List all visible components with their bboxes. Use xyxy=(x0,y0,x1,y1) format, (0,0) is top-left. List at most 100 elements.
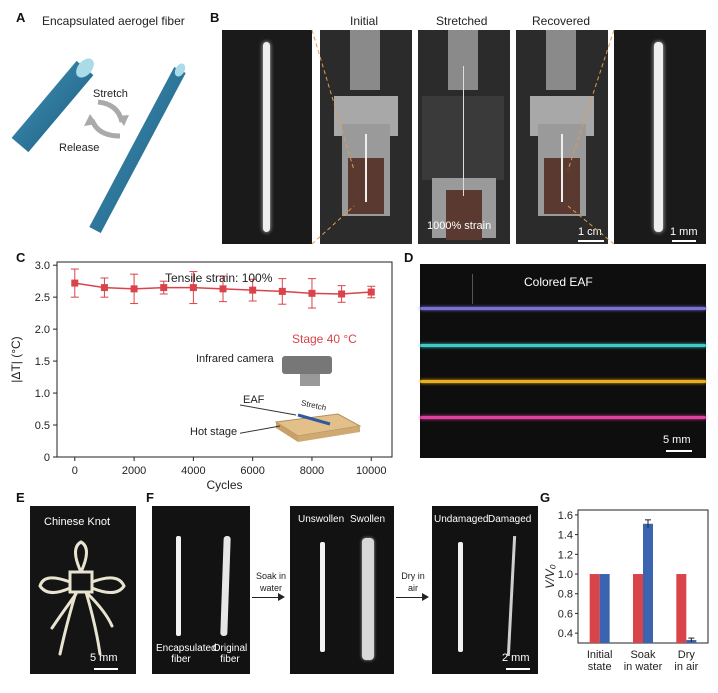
hot-stage-label: Hot stage xyxy=(190,426,238,438)
label-stretched: Stretched xyxy=(436,14,488,28)
panel-label-g: G xyxy=(540,490,551,505)
category-label: Dry xyxy=(678,649,696,661)
y-tick-label: 1.0 xyxy=(558,569,573,581)
scale-bar-1mm xyxy=(672,240,696,242)
y-tick-label: 1.6 xyxy=(558,510,573,522)
unswollen-label: Unswollen xyxy=(298,514,345,525)
y-tick-label: 0.6 xyxy=(558,608,573,620)
fiber-yellow xyxy=(420,380,706,383)
label-initial: Initial xyxy=(350,14,379,28)
photo-fibers-original: Encapsulated fiber Original fiber xyxy=(152,506,250,674)
panel-f-scale-bar xyxy=(506,668,530,670)
bar xyxy=(643,523,653,643)
bar xyxy=(589,574,600,643)
label-recovered: Recovered xyxy=(532,14,591,28)
photo-fibers-swollen: Unswollen Swollen xyxy=(290,506,394,674)
damaged-label: Damaged xyxy=(488,514,532,525)
soak-label: Soak in water xyxy=(255,571,287,593)
chart-c-title: Tensile strain: 100% xyxy=(165,271,273,285)
photo-recovered xyxy=(516,30,608,244)
stretch-label: Stretch xyxy=(93,88,128,100)
chinese-knot-photo: Chinese Knot 5 mm xyxy=(30,506,136,674)
x-tick-label: 8000 xyxy=(300,465,324,477)
panel-label-d: D xyxy=(404,250,414,265)
dry-label: Dry in air xyxy=(401,571,425,593)
stage-temperature-label: Stage 40 °C xyxy=(292,332,357,346)
fiber-purple xyxy=(420,307,706,310)
data-point xyxy=(367,288,375,296)
panel-d-scale-label: 5 mm xyxy=(663,434,691,446)
data-point xyxy=(249,286,257,294)
data-point xyxy=(308,289,316,297)
original-fiber-label: Original fiber xyxy=(212,643,248,665)
x-tick-label: 6000 xyxy=(240,465,264,477)
category-label: Initial xyxy=(587,649,613,661)
panel-a-title: Encapsulated aerogel fiber xyxy=(42,14,185,28)
y-tick-label: 1.4 xyxy=(558,530,573,542)
y-tick-label: 2.5 xyxy=(35,292,50,304)
colored-fibers-photo: Colored EAF 5 mm xyxy=(420,264,706,458)
x-tick-label: 4000 xyxy=(181,465,205,477)
arrow-soak-head xyxy=(278,593,285,601)
category-label: in water xyxy=(624,661,663,673)
swollen-label: Swollen xyxy=(350,514,386,525)
y-tick-label: 1.2 xyxy=(558,549,573,561)
undamaged-label: Undamaged xyxy=(434,514,489,525)
scale-label-1mm: 1 mm xyxy=(670,226,698,238)
bar xyxy=(633,574,643,643)
y-axis-label: V/V₀ xyxy=(543,564,557,588)
arrow-soak xyxy=(252,597,282,598)
data-point xyxy=(189,284,197,292)
y-tick-label: 1.0 xyxy=(35,388,50,400)
photo-stretched xyxy=(418,30,510,244)
category-label: Soak xyxy=(630,649,656,661)
plot-frame xyxy=(56,261,393,458)
chinese-knot-title: Chinese Knot xyxy=(44,516,111,528)
panel-e-scale-bar xyxy=(94,668,118,670)
x-tick-label: 10000 xyxy=(356,465,387,477)
panel-e-scale-label: 5 mm xyxy=(90,652,118,664)
camera-label: Infrared camera xyxy=(196,353,274,365)
y-tick-label: 3.0 xyxy=(35,260,50,272)
y-tick-label: 1.5 xyxy=(35,356,50,368)
setup-schematic xyxy=(240,356,362,442)
y-tick-label: 2.0 xyxy=(35,324,50,336)
x-tick-label: 0 xyxy=(72,465,78,477)
y-tick-label: 0 xyxy=(44,452,50,464)
fiber-cyan xyxy=(420,344,706,347)
colored-eaf-title: Colored EAF xyxy=(524,275,593,289)
photo-initial xyxy=(320,30,412,244)
scale-bar-1cm xyxy=(578,240,604,242)
fiber-closeup-recovered xyxy=(614,30,706,244)
y-tick-label: 0.8 xyxy=(558,589,573,601)
photo-fibers-dried: Undamaged Damaged 2 mm xyxy=(432,506,538,674)
fiber-closeup-initial xyxy=(222,30,312,244)
release-label: Release xyxy=(59,142,100,154)
bar xyxy=(676,574,687,643)
zoom-guide-lines xyxy=(311,30,615,244)
x-tick-label: 2000 xyxy=(122,465,146,477)
fiber-illustration xyxy=(11,58,186,234)
cycle-temperature-chart: 0 0.5 1.0 1.5 2.0 2.5 3.0 0 2000 4000 6000 8000 1000… xyxy=(9,260,393,492)
data-point xyxy=(219,285,227,293)
panel-label-a: A xyxy=(16,10,26,25)
y-tick-label: 0.4 xyxy=(558,628,573,640)
data-point xyxy=(100,284,108,292)
bar xyxy=(599,574,610,643)
data-point xyxy=(130,285,138,293)
data-point xyxy=(338,290,346,298)
panel-f-scale-label: 2 mm xyxy=(502,652,530,664)
category-label: state xyxy=(588,661,612,673)
panel-label-b: B xyxy=(210,10,220,25)
x-axis-label: Cycles xyxy=(206,478,242,492)
data-point xyxy=(278,287,286,295)
fiber-magenta xyxy=(420,416,706,419)
encapsulated-fiber-label: Encapsulated fiber xyxy=(156,643,217,665)
data-point xyxy=(71,279,79,287)
data-point xyxy=(160,284,168,292)
knot-drawing xyxy=(38,540,126,656)
panel-label-f: F xyxy=(146,490,154,505)
category-label: in air xyxy=(674,661,698,673)
panel-d-scale-bar xyxy=(666,450,692,452)
panel-label-c: C xyxy=(16,250,26,265)
